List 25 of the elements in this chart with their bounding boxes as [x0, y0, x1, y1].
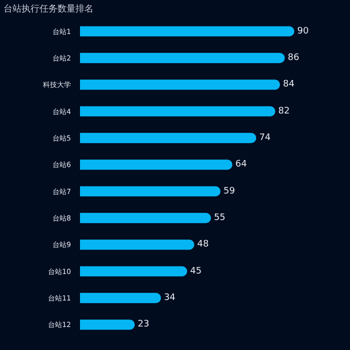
- data-label: 48: [197, 240, 210, 250]
- data-label: 59: [223, 186, 236, 196]
- bar: [80, 26, 294, 36]
- bar: [80, 240, 194, 250]
- bar: [80, 160, 232, 170]
- data-label: 74: [259, 133, 271, 143]
- bar: [80, 186, 220, 196]
- bar: [80, 80, 280, 90]
- data-label: 90: [297, 26, 310, 36]
- data-label: 55: [214, 213, 226, 223]
- data-label: 64: [235, 160, 248, 170]
- data-label: 86: [288, 53, 300, 63]
- bar: [80, 132, 256, 144]
- bar: [80, 266, 188, 276]
- bar: [80, 52, 285, 64]
- data-label: 34: [164, 293, 176, 303]
- chart-title: 台站执行任务数量排名: [4, 4, 94, 15]
- data-label: 82: [278, 106, 290, 116]
- bar: [80, 212, 211, 224]
- bar: [80, 292, 161, 304]
- bar: [80, 320, 135, 330]
- data-label: 45: [190, 266, 202, 276]
- data-label: 23: [138, 320, 150, 330]
- data-label: 84: [283, 80, 295, 90]
- bar: [80, 106, 276, 116]
